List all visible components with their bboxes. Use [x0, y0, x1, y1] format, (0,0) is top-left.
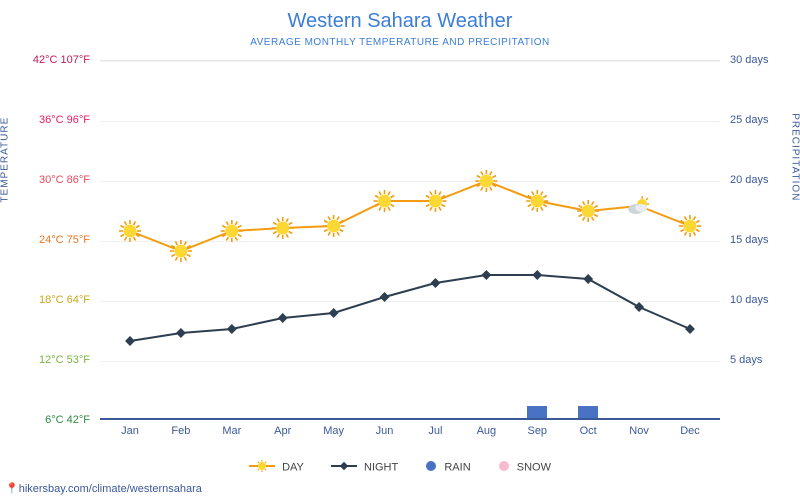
- night-marker: [431, 278, 441, 288]
- y-right-tick: 5 days: [730, 354, 762, 366]
- sun-icon: [170, 240, 192, 262]
- y-left-tick: 42°C 107°F: [33, 54, 90, 66]
- night-marker: [329, 308, 339, 318]
- night-marker: [685, 324, 695, 334]
- y-left-tick: 18°C 64°F: [39, 294, 90, 306]
- x-tick: Feb: [171, 425, 190, 437]
- sun-icon: [374, 190, 396, 212]
- night-marker: [227, 324, 237, 334]
- night-marker: [583, 274, 593, 284]
- legend-day-label: DAY: [282, 461, 304, 473]
- night-marker: [125, 336, 135, 346]
- chart-subtitle: AVERAGE MONTHLY TEMPERATURE AND PRECIPIT…: [0, 33, 800, 48]
- x-tick: Apr: [274, 425, 291, 437]
- night-marker: [278, 313, 288, 323]
- x-tick: Sep: [527, 425, 547, 437]
- series-line: [130, 275, 690, 341]
- y-right-tick: 30 days: [730, 54, 769, 66]
- sun-icon: [577, 200, 599, 222]
- plot-area: [100, 60, 720, 420]
- night-marker: [481, 270, 491, 280]
- sun-icon: [323, 215, 345, 237]
- y-left-labels: 6°C 42°F12°C 53°F18°C 64°F24°C 75°F30°C …: [0, 60, 95, 420]
- rain-bar: [578, 406, 598, 418]
- y-left-tick: 12°C 53°F: [39, 354, 90, 366]
- y-right-tick: 25 days: [730, 114, 769, 126]
- sun-icon: [679, 215, 701, 237]
- legend-night: NIGHT: [331, 460, 398, 475]
- sun-icon: [526, 190, 548, 212]
- rain-icon: [425, 460, 437, 475]
- x-tick: Jun: [376, 425, 394, 437]
- chart-title: Western Sahara Weather: [0, 0, 800, 33]
- footer-url: hikersbay.com/climate/westernsahara: [19, 483, 202, 495]
- night-marker: [532, 270, 542, 280]
- y-right-tick: 20 days: [730, 174, 769, 186]
- snow-icon: [498, 460, 510, 475]
- legend-rain-label: RAIN: [444, 461, 470, 473]
- y-right-tick: 15 days: [730, 234, 769, 246]
- sun-icon: [249, 460, 275, 475]
- footer-attribution: 📍hikersbay.com/climate/westernsahara: [5, 482, 202, 495]
- y-right-labels: 5 days10 days15 days20 days25 days30 day…: [725, 60, 800, 420]
- x-tick: Aug: [477, 425, 497, 437]
- sun-icon: [119, 220, 141, 242]
- pin-icon: 📍: [5, 483, 19, 495]
- legend-snow: SNOW: [498, 460, 551, 475]
- legend-night-label: NIGHT: [364, 461, 398, 473]
- x-tick: Oct: [580, 425, 597, 437]
- night-marker: [634, 302, 644, 312]
- x-axis-labels: Jan Feb Mar Apr May Jun Jul Aug Sep Oct Nov Dec: [100, 425, 720, 445]
- sun-icon: [475, 170, 497, 192]
- series-line: [130, 181, 690, 251]
- y-right-tick: 10 days: [730, 294, 769, 306]
- night-marker: [380, 292, 390, 302]
- legend-rain: RAIN: [425, 460, 470, 475]
- y-left-tick: 36°C 96°F: [39, 114, 90, 126]
- legend-snow-label: SNOW: [517, 461, 551, 473]
- y-left-tick: 6°C 42°F: [45, 414, 90, 426]
- cloud-sun-icon: [628, 196, 649, 214]
- night-marker: [176, 328, 186, 338]
- y-left-tick: 30°C 86°F: [39, 174, 90, 186]
- sun-icon: [221, 220, 243, 242]
- rain-bar: [527, 406, 547, 418]
- legend-day: DAY: [249, 460, 304, 475]
- diamond-icon: [331, 460, 357, 475]
- x-tick: May: [323, 425, 344, 437]
- x-tick: Jan: [121, 425, 139, 437]
- x-tick: Dec: [680, 425, 700, 437]
- x-tick: Mar: [222, 425, 241, 437]
- x-tick: Nov: [629, 425, 649, 437]
- sun-icon: [424, 190, 446, 212]
- sun-icon: [272, 217, 294, 239]
- weather-chart: Western Sahara Weather AVERAGE MONTHLY T…: [0, 0, 800, 500]
- chart-legend: DAY NIGHT RAIN SNOW: [0, 460, 800, 475]
- y-left-tick: 24°C 75°F: [39, 234, 90, 246]
- x-tick: Jul: [428, 425, 442, 437]
